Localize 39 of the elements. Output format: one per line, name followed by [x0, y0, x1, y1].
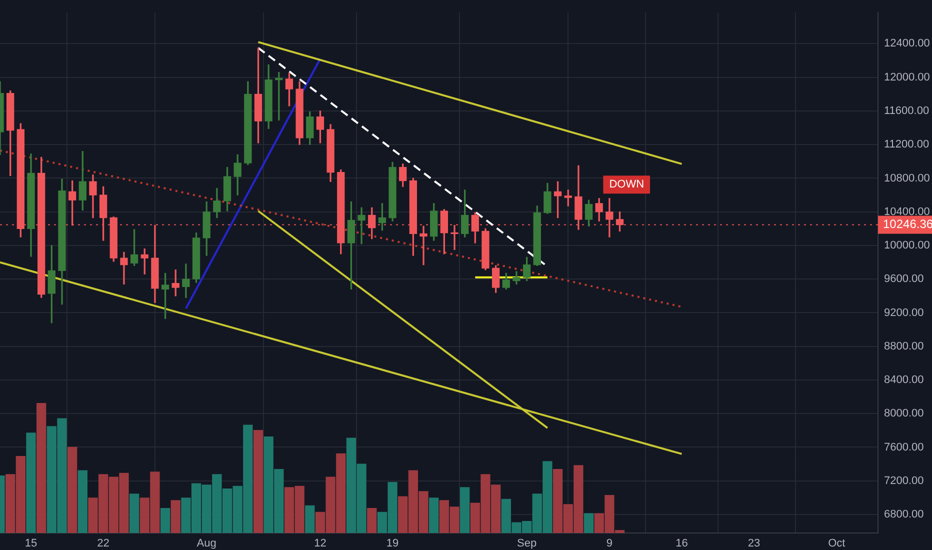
y-tick-label: 6800.00 — [884, 508, 924, 521]
x-tick-label: 23 — [748, 538, 760, 550]
bar — [26, 432, 36, 533]
bar — [429, 498, 439, 533]
y-tick-label: 8800.00 — [884, 340, 924, 352]
y-tick-label: 9200.00 — [884, 306, 924, 319]
x-tick-label: Sep — [517, 538, 537, 550]
x-tick-label: 19 — [386, 538, 399, 550]
y-tick-label: 8000.00 — [884, 408, 924, 420]
bar — [78, 470, 88, 533]
y-tick-label: 10000.00 — [884, 240, 930, 252]
bar — [460, 487, 470, 533]
annotation: DOWN — [609, 178, 644, 191]
bar — [367, 508, 377, 533]
x-tick-label: 15 — [24, 538, 38, 550]
bar — [253, 430, 264, 533]
x-tick-label: 9 — [606, 538, 612, 550]
x-tick-label: 16 — [676, 538, 688, 550]
bar — [129, 494, 140, 533]
y-tick-label: 12000.00 — [884, 71, 930, 84]
bar — [584, 513, 594, 533]
y-tick-label: 9600.00 — [884, 273, 924, 286]
bar — [305, 505, 315, 533]
y-tick-label: 12400.00 — [884, 38, 930, 50]
y-tick-label: 11600.00 — [884, 104, 930, 117]
bar — [67, 446, 78, 533]
x-tick-label: 12 — [314, 538, 326, 550]
y-tick-label: 8400.00 — [884, 374, 924, 386]
bar — [160, 508, 170, 533]
x-tick-label: Aug — [196, 538, 216, 550]
bar — [36, 403, 46, 533]
y-tick-label: 7200.00 — [884, 474, 924, 487]
bar — [170, 500, 180, 533]
y-tick-label: 7600.00 — [884, 441, 924, 454]
y-tick-label: 10400.00 — [884, 206, 930, 218]
y-tick-label: 10800.00 — [884, 172, 930, 184]
x-tick-label: 22 — [97, 538, 110, 550]
x-tick-label: Oct — [828, 538, 846, 550]
y-tick-label: 11200.00 — [884, 138, 930, 151]
